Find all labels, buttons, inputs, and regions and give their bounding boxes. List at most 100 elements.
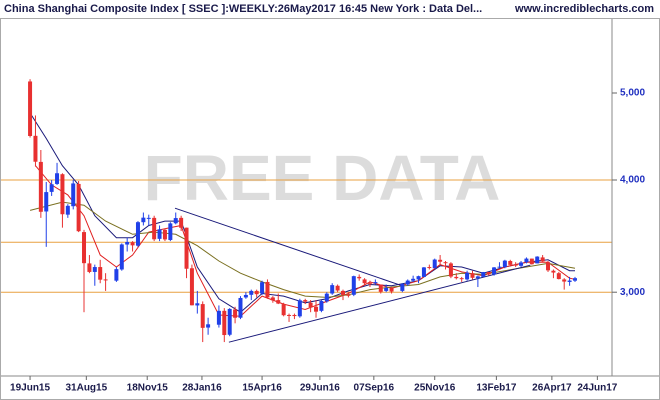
- x-tick-label: 29Jun16: [300, 383, 340, 394]
- candle-body: [486, 271, 491, 275]
- candle-body: [125, 242, 130, 245]
- candle-body: [384, 287, 389, 291]
- candle-body: [546, 262, 551, 271]
- moving-average: [29, 112, 575, 313]
- candle-body: [297, 300, 302, 317]
- candle-body: [162, 229, 167, 240]
- candle-body: [389, 288, 394, 292]
- candle-body: [287, 314, 292, 316]
- candle-body: [308, 302, 313, 308]
- candle-body: [119, 244, 124, 270]
- candle-body: [292, 314, 297, 317]
- candle-body: [573, 278, 578, 281]
- candle-body: [114, 269, 119, 281]
- candle-body: [254, 290, 259, 295]
- candle-body: [152, 217, 157, 240]
- trend-line: [228, 264, 531, 343]
- candle-body: [373, 282, 378, 284]
- candle-body: [222, 310, 227, 336]
- watermark: FREE DATA: [144, 142, 501, 214]
- candle-body: [60, 174, 65, 215]
- candle-body: [168, 223, 173, 240]
- candle-body: [28, 81, 33, 136]
- candle-body: [443, 262, 448, 264]
- x-tick-label: 13Feb17: [476, 383, 516, 394]
- candle-body: [405, 280, 410, 285]
- candle-body: [481, 272, 486, 277]
- candle-body: [357, 276, 362, 279]
- candle-body: [92, 267, 97, 272]
- candle-body: [227, 308, 232, 335]
- candle-body: [400, 283, 405, 291]
- x-tick-label: 19Jun15: [10, 383, 50, 394]
- candle-body: [87, 263, 92, 272]
- candle-body: [179, 217, 184, 228]
- candle-body: [200, 304, 205, 328]
- candle-body: [33, 135, 38, 162]
- y-tick-label: 4,000: [620, 175, 645, 186]
- candle-body: [82, 232, 87, 264]
- source: www.incrediblecharts.com: [514, 3, 654, 15]
- candle-body: [470, 273, 475, 278]
- candle-body: [303, 300, 308, 302]
- candle-body: [529, 258, 534, 265]
- candle-body: [351, 276, 356, 295]
- candle-body: [448, 263, 453, 277]
- candle-body: [416, 276, 421, 280]
- x-tick-label: 25Nov16: [414, 383, 456, 394]
- candle-body: [562, 279, 567, 282]
- candle-body: [265, 281, 270, 298]
- candle-body: [367, 283, 372, 285]
- candle-body: [319, 301, 324, 311]
- candle-body: [157, 229, 162, 239]
- candle-body: [432, 259, 437, 269]
- candle-body: [184, 227, 189, 269]
- candle-body: [281, 304, 286, 316]
- candle-body: [497, 266, 502, 268]
- x-tick-label: 18Nov15: [127, 383, 169, 394]
- candle-body: [524, 258, 529, 263]
- candle-body: [346, 294, 351, 296]
- x-tick-label: 15Apr16: [242, 383, 282, 394]
- candle-body: [141, 217, 146, 223]
- candle-body: [540, 257, 545, 262]
- candle-body: [243, 294, 248, 298]
- plot-area: [0, 79, 612, 343]
- candle-body: [411, 278, 416, 281]
- candle-body: [314, 306, 319, 312]
- candle-body: [44, 192, 49, 212]
- candle-body: [130, 242, 135, 246]
- x-tick-label: 26Apr17: [532, 383, 572, 394]
- candle-body: [556, 273, 561, 280]
- candle-body: [55, 173, 60, 184]
- candle-body: [492, 267, 497, 275]
- candle-body: [362, 279, 367, 284]
- candle-body: [260, 282, 265, 294]
- candle-body: [49, 184, 54, 192]
- x-tick-label: 24Jun17: [577, 383, 617, 394]
- candle-body: [508, 260, 513, 265]
- candle-body: [146, 217, 151, 219]
- candle-body: [427, 267, 432, 269]
- candle-body: [173, 218, 178, 224]
- candle-body: [513, 264, 518, 266]
- candle-body: [519, 262, 524, 266]
- candle-body: [465, 272, 470, 280]
- candle-body: [233, 309, 238, 318]
- candle-body: [330, 285, 335, 294]
- candle-body: [567, 280, 572, 282]
- candle-body: [421, 267, 426, 277]
- candle-body: [535, 256, 540, 264]
- candle-body: [65, 205, 70, 215]
- candle-body: [335, 285, 340, 291]
- candle-body: [270, 297, 275, 301]
- candle-body: [378, 284, 383, 292]
- candle-body: [103, 279, 108, 281]
- candle-body: [459, 278, 464, 280]
- x-tick-label: 31Aug15: [65, 383, 107, 394]
- candle-body: [475, 276, 480, 279]
- candle-body: [98, 267, 103, 280]
- candle-body: [38, 161, 43, 212]
- candle-body: [502, 260, 507, 268]
